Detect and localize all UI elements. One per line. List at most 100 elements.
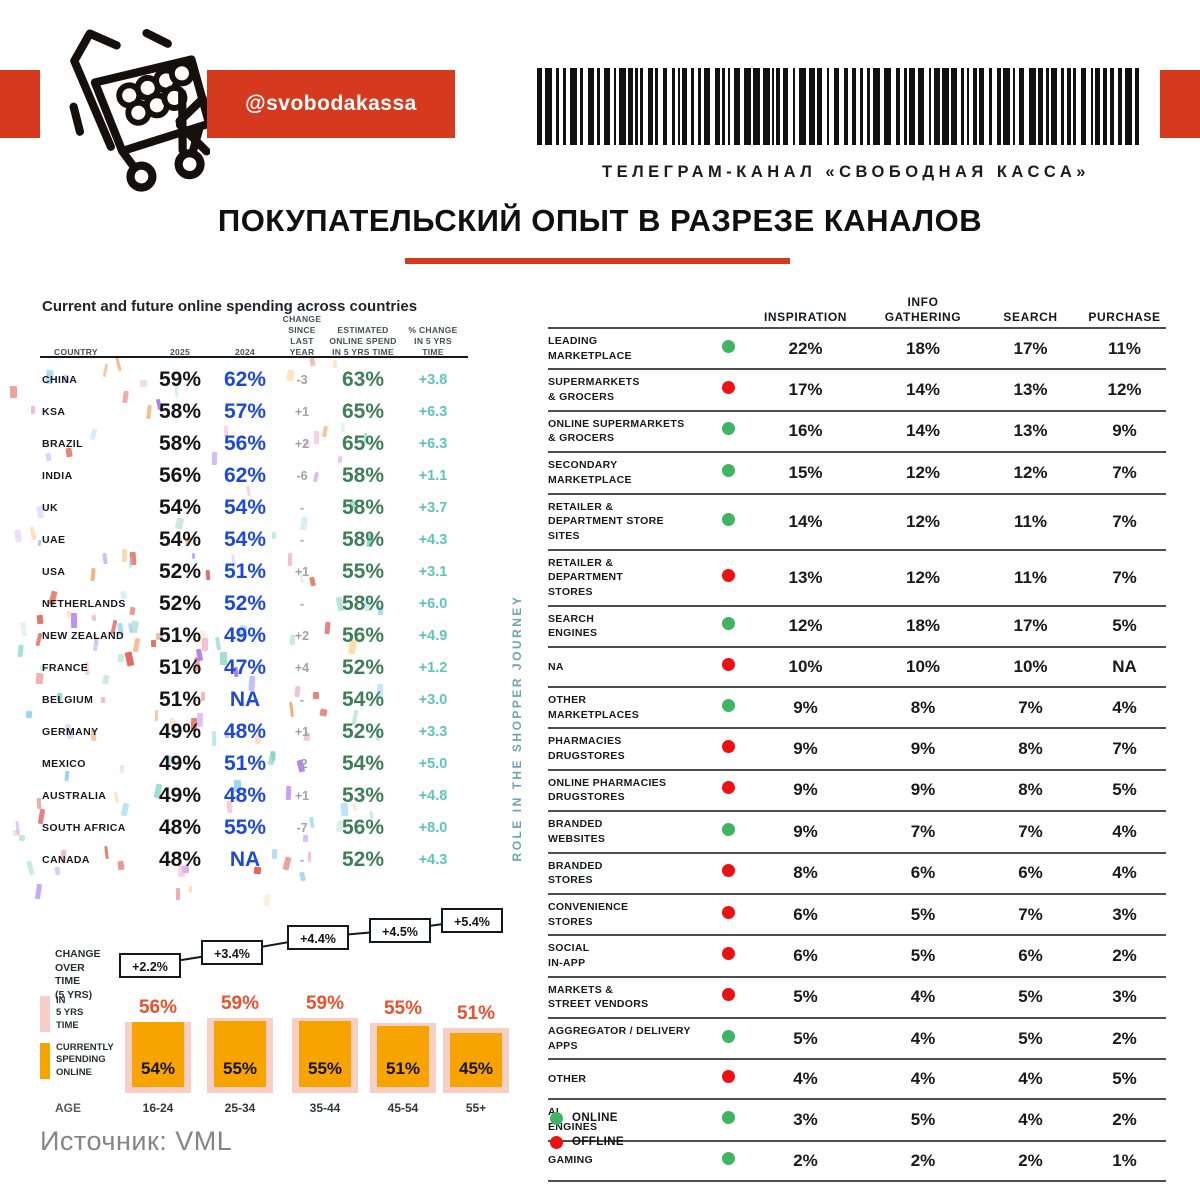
channel-mode-cell <box>713 822 743 841</box>
value-cell: 54% <box>223 528 267 551</box>
barcode-bar <box>1118 68 1122 145</box>
age-axis-tick: 45-54 <box>387 1101 419 1115</box>
barcode-bar <box>614 68 616 145</box>
value-cell: 52% <box>341 720 385 743</box>
value-cell: 47% <box>223 656 267 679</box>
online-dot-icon <box>721 1151 735 1165</box>
country-label: FRANCE <box>42 662 89 674</box>
channel-label: AGGREGATOR / DELIVERY APPS <box>548 1025 691 1052</box>
barcode-bar <box>904 68 907 145</box>
value-cell: 54% <box>341 752 385 775</box>
table-row: BRAZIL 58% 56% +2 65% +6.3 <box>42 428 468 460</box>
barcode-bar <box>1019 68 1024 145</box>
value-cell: -7 <box>296 821 308 835</box>
value-cell: 11% <box>1013 511 1048 531</box>
value-cell: 14% <box>905 421 941 441</box>
current-bar-label: 45% <box>458 1059 494 1078</box>
value-cell: 56% <box>341 816 385 839</box>
country-label: USA <box>42 566 66 578</box>
online-dot-icon <box>721 512 735 526</box>
table-row: RETAILER & DEPARTMENT STORES 13% 12% 11% 7% <box>548 548 1166 605</box>
value-cell: 9% <box>793 821 818 841</box>
value-cell: 5% <box>1112 780 1137 800</box>
value-cell: 4% <box>910 987 936 1007</box>
barcode-bar <box>852 68 856 145</box>
value-cell: 5% <box>1018 987 1043 1007</box>
channel-label: SECONDARY MARKETPLACE <box>548 459 632 486</box>
channel-label: RETAILER & DEPARTMENT STORES <box>548 556 624 598</box>
channel-label: MARKETS & STREET VENDORS <box>548 983 649 1011</box>
change-annotation: +3.4% <box>201 940 263 965</box>
barcode-bar <box>672 68 675 145</box>
channel-label: NA <box>548 660 564 673</box>
value-cell: 4% <box>910 1028 936 1048</box>
value-cell: 7% <box>1018 904 1043 924</box>
confetti-speck <box>18 834 25 842</box>
value-cell: +1 <box>294 565 310 579</box>
country-label: GERMANY <box>42 726 99 738</box>
value-cell: 8% <box>910 697 936 717</box>
value-cell: 58% <box>341 592 385 615</box>
value-cell: 5% <box>910 945 936 965</box>
value-cell: 49% <box>158 784 202 807</box>
table-row: NETHERLANDS 52% 52% - 58% +6.0 <box>42 588 468 620</box>
barcode-bar <box>997 68 1001 145</box>
country-label: NEW ZEALAND <box>42 630 124 642</box>
future-legend-swatch <box>40 996 50 1032</box>
barcode-bar <box>1103 68 1107 145</box>
channel-mode-cell <box>713 381 743 399</box>
country-label: AUSTRALIA <box>42 790 107 802</box>
cart-goods <box>116 60 195 126</box>
spending-col-header-1: 2025 <box>169 347 191 358</box>
future-legend-label: IN 5 YRS TIME <box>56 995 84 1031</box>
value-cell: 51% <box>158 624 202 647</box>
barcode-bar <box>834 68 839 145</box>
barcode-bar <box>604 68 610 145</box>
journey-legend: ONLINE OFFLINE <box>550 1106 624 1154</box>
value-cell: 7% <box>1018 821 1043 841</box>
confetti-decoration <box>10 352 440 907</box>
age-axis-tick: 55+ <box>465 1101 487 1115</box>
value-cell: 58% <box>341 496 385 519</box>
barcode-bar <box>1081 68 1086 145</box>
barcode-bar <box>809 68 815 145</box>
barcode-bar <box>682 68 687 145</box>
value-cell: 5% <box>910 904 936 924</box>
spending-col-header-0: COUNTRY <box>54 347 98 358</box>
table-row: SEARCH ENGINES 12% 18% 17% 5% <box>548 604 1166 646</box>
confetti-speck <box>20 621 28 636</box>
barcode-bar <box>663 68 667 145</box>
table-row: GERMANY 49% 48% +1 52% +3.3 <box>42 716 468 748</box>
channel-mode-cell <box>713 422 743 440</box>
value-cell: +1 <box>294 789 310 803</box>
table-row: UAE 54% 54% - 58% +4.3 <box>42 524 468 556</box>
table-row: FRANCE 51% 47% +4 52% +1.2 <box>42 652 468 684</box>
barcode-bar <box>1051 68 1057 145</box>
channel-mode-cell <box>713 864 743 882</box>
current-bar <box>299 1021 351 1087</box>
country-label: KSA <box>42 406 66 418</box>
channel-label: RETAILER & DEPARTMENT STORE SITES <box>548 500 664 542</box>
online-dot-icon <box>721 463 735 477</box>
barcode-bar <box>942 68 949 145</box>
value-cell: 16% <box>788 421 823 441</box>
value-cell: 11% <box>1013 567 1048 587</box>
barcode-bar <box>628 68 633 145</box>
age-axis-tick: 35-44 <box>309 1101 341 1115</box>
barcode-bar <box>934 68 940 145</box>
page-title: ПОКУПАТЕЛЬСКИЙ ОПЫТ В РАЗРЕЗЕ КАНАЛОВ <box>217 203 983 238</box>
table-row: ONLINE PHARMACIES DRUGSTORES 9% 9% 8% 5% <box>548 768 1166 810</box>
value-cell: +4.3 <box>418 532 448 548</box>
confetti-speck <box>36 797 42 810</box>
spending-col-header-5: % CHANGE IN 5 YRS TIME <box>408 325 458 358</box>
change-annotation: +4.4% <box>287 925 349 950</box>
online-dot-icon <box>721 422 735 436</box>
channel-label: GAMING <box>548 1154 593 1167</box>
channel-label: SEARCH ENGINES <box>548 612 598 640</box>
table-row: LEADING MARKETPLACE 22% 18% 17% 11% <box>548 327 1166 368</box>
table-row: SOCIAL IN-APP 6% 5% 6% 2% <box>548 934 1166 975</box>
spending-col-header-3: CHANGE SINCE LAST YEAR <box>282 314 322 358</box>
confetti-speck <box>37 540 42 547</box>
channel-mode-cell <box>713 617 743 635</box>
spending-table-title: Current and future online spending acros… <box>42 298 418 315</box>
